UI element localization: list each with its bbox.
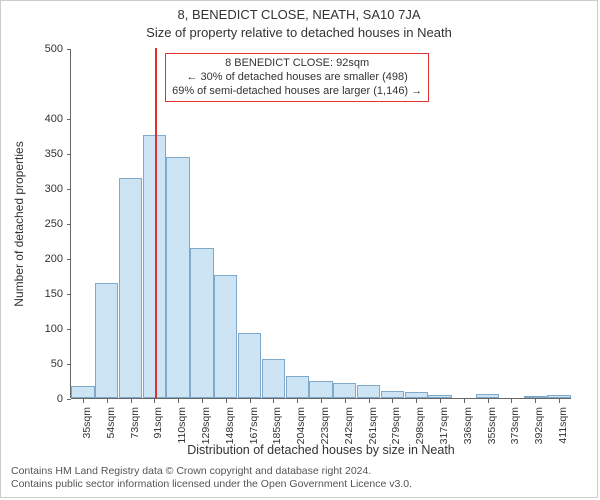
x-tick-label: 204sqm xyxy=(295,407,307,444)
histogram-bar xyxy=(357,385,380,398)
histogram-bar xyxy=(547,395,570,398)
x-tick-mark xyxy=(202,399,203,403)
histogram-bar xyxy=(381,391,404,398)
x-tick-mark xyxy=(440,399,441,403)
x-tick-label: 185sqm xyxy=(271,407,283,444)
histogram-bar xyxy=(405,392,428,398)
histogram-bar xyxy=(428,395,451,399)
y-tick-label: 150 xyxy=(23,288,63,300)
x-tick-label: 317sqm xyxy=(438,407,450,444)
x-tick-mark xyxy=(488,399,489,403)
chart-title-line1: 8, BENEDICT CLOSE, NEATH, SA10 7JA xyxy=(1,7,597,22)
histogram-bar xyxy=(524,396,547,398)
y-tick-mark xyxy=(67,364,71,365)
histogram-bar xyxy=(286,376,309,398)
histogram-bar xyxy=(262,359,285,398)
x-tick-mark xyxy=(250,399,251,403)
y-tick-label: 300 xyxy=(23,183,63,195)
y-tick-mark xyxy=(67,224,71,225)
x-tick-mark xyxy=(535,399,536,403)
y-tick-label: 400 xyxy=(23,113,63,125)
x-tick-label: 35sqm xyxy=(81,407,93,439)
x-tick-mark xyxy=(559,399,560,403)
y-tick-mark xyxy=(67,294,71,295)
y-tick-mark xyxy=(67,329,71,330)
annotation-line2: ← 30% of detached houses are smaller (49… xyxy=(172,71,422,85)
x-tick-label: 355sqm xyxy=(486,407,498,444)
chart-title-line2: Size of property relative to detached ho… xyxy=(1,25,597,40)
x-tick-label: 242sqm xyxy=(343,407,355,444)
histogram-bar xyxy=(309,381,332,399)
x-tick-mark xyxy=(392,399,393,403)
y-tick-label: 250 xyxy=(23,218,63,230)
x-tick-mark xyxy=(345,399,346,403)
x-tick-mark xyxy=(511,399,512,403)
x-tick-label: 373sqm xyxy=(509,407,521,444)
x-tick-label: 54sqm xyxy=(105,407,117,439)
histogram-bar xyxy=(238,333,261,398)
property-marker-line xyxy=(155,48,157,398)
y-tick-label: 100 xyxy=(23,323,63,335)
x-tick-mark xyxy=(369,399,370,403)
annotation-line1: 8 BENEDICT CLOSE: 92sqm xyxy=(172,57,422,71)
x-tick-mark xyxy=(154,399,155,403)
x-tick-label: 298sqm xyxy=(414,407,426,444)
x-tick-mark xyxy=(416,399,417,403)
y-tick-mark xyxy=(67,259,71,260)
x-tick-mark xyxy=(178,399,179,403)
footer-line1: Contains HM Land Registry data © Crown c… xyxy=(11,465,412,478)
x-tick-mark xyxy=(226,399,227,403)
y-tick-label: 0 xyxy=(23,393,63,405)
footer-line2: Contains public sector information licen… xyxy=(11,478,412,491)
x-tick-label: 129sqm xyxy=(200,407,212,444)
x-tick-label: 336sqm xyxy=(462,407,474,444)
x-tick-label: 91sqm xyxy=(152,407,164,439)
x-tick-mark xyxy=(273,399,274,403)
y-tick-mark xyxy=(67,399,71,400)
histogram-bar xyxy=(119,178,142,399)
y-tick-mark xyxy=(67,154,71,155)
x-tick-label: 110sqm xyxy=(176,407,188,444)
x-tick-mark xyxy=(83,399,84,403)
plot-area: 8 BENEDICT CLOSE: 92sqm← 30% of detached… xyxy=(71,49,571,399)
annotation-line3: 69% of semi-detached houses are larger (… xyxy=(172,85,422,99)
annotation-callout: 8 BENEDICT CLOSE: 92sqm← 30% of detached… xyxy=(165,53,429,102)
x-tick-label: 261sqm xyxy=(367,407,379,444)
footer-attribution: Contains HM Land Registry data © Crown c… xyxy=(11,465,412,491)
x-tick-mark xyxy=(131,399,132,403)
x-tick-label: 279sqm xyxy=(390,407,402,444)
y-tick-label: 350 xyxy=(23,148,63,160)
x-axis-label: Distribution of detached houses by size … xyxy=(71,443,571,457)
y-tick-mark xyxy=(67,189,71,190)
y-tick-label: 200 xyxy=(23,253,63,265)
y-tick-mark xyxy=(67,49,71,50)
y-tick-mark xyxy=(67,119,71,120)
histogram-bar xyxy=(95,283,118,399)
y-tick-label: 500 xyxy=(23,43,63,55)
histogram-bar xyxy=(71,386,94,398)
x-tick-mark xyxy=(321,399,322,403)
chart-container: 8, BENEDICT CLOSE, NEATH, SA10 7JA Size … xyxy=(0,0,598,498)
x-tick-mark xyxy=(464,399,465,403)
histogram-bar xyxy=(190,248,213,398)
y-tick-label: 50 xyxy=(23,358,63,370)
x-tick-mark xyxy=(107,399,108,403)
histogram-bar xyxy=(214,275,237,398)
x-tick-label: 392sqm xyxy=(533,407,545,444)
x-tick-label: 148sqm xyxy=(224,407,236,444)
x-tick-label: 73sqm xyxy=(129,407,141,439)
x-tick-label: 223sqm xyxy=(319,407,331,444)
x-tick-label: 167sqm xyxy=(248,407,260,444)
x-tick-mark xyxy=(297,399,298,403)
histogram-bar xyxy=(333,383,356,398)
histogram-bar xyxy=(166,157,189,399)
histogram-bar xyxy=(476,394,499,398)
x-tick-label: 411sqm xyxy=(557,407,569,444)
